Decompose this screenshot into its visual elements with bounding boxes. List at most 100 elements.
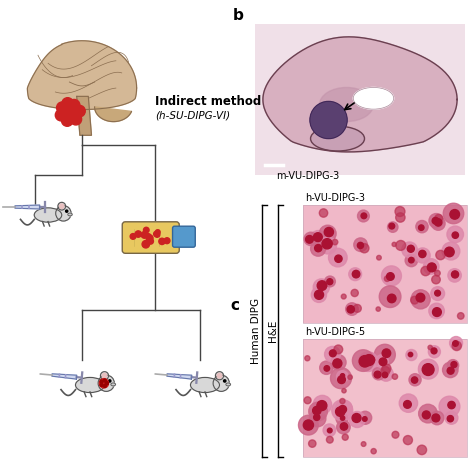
Circle shape bbox=[387, 294, 396, 303]
Circle shape bbox=[357, 242, 364, 248]
Circle shape bbox=[392, 374, 398, 379]
Circle shape bbox=[60, 204, 64, 209]
Circle shape bbox=[62, 115, 73, 126]
Circle shape bbox=[457, 313, 464, 319]
Circle shape bbox=[342, 389, 346, 393]
Circle shape bbox=[313, 395, 332, 414]
Circle shape bbox=[433, 308, 441, 317]
Circle shape bbox=[347, 306, 355, 313]
Circle shape bbox=[405, 254, 418, 267]
Circle shape bbox=[310, 241, 326, 256]
Circle shape bbox=[100, 372, 109, 380]
Circle shape bbox=[379, 367, 393, 381]
Text: h-VU-DIPG-3: h-VU-DIPG-3 bbox=[305, 193, 365, 203]
Circle shape bbox=[319, 225, 336, 242]
Circle shape bbox=[310, 230, 326, 246]
Circle shape bbox=[340, 423, 347, 430]
Circle shape bbox=[313, 406, 321, 415]
Circle shape bbox=[415, 248, 430, 263]
Circle shape bbox=[452, 341, 461, 351]
Circle shape bbox=[352, 350, 374, 371]
Circle shape bbox=[154, 231, 159, 237]
Circle shape bbox=[142, 240, 149, 248]
Circle shape bbox=[382, 372, 388, 378]
Circle shape bbox=[335, 255, 342, 263]
Circle shape bbox=[360, 244, 369, 253]
Circle shape bbox=[332, 239, 338, 245]
Circle shape bbox=[159, 238, 165, 245]
Circle shape bbox=[109, 380, 111, 382]
Circle shape bbox=[324, 365, 329, 371]
Circle shape bbox=[379, 286, 401, 308]
Circle shape bbox=[130, 234, 136, 239]
Circle shape bbox=[411, 290, 430, 309]
Circle shape bbox=[98, 375, 114, 392]
Circle shape bbox=[328, 248, 347, 267]
FancyBboxPatch shape bbox=[122, 222, 179, 253]
Circle shape bbox=[313, 279, 329, 295]
Ellipse shape bbox=[353, 87, 394, 109]
Circle shape bbox=[430, 411, 444, 425]
Circle shape bbox=[155, 230, 160, 235]
Circle shape bbox=[416, 293, 425, 302]
Circle shape bbox=[387, 273, 394, 280]
Circle shape bbox=[364, 353, 376, 365]
Circle shape bbox=[337, 410, 341, 413]
Text: Indirect method: Indirect method bbox=[155, 95, 261, 108]
Circle shape bbox=[224, 380, 226, 382]
Circle shape bbox=[340, 399, 345, 404]
Circle shape bbox=[409, 374, 421, 386]
Circle shape bbox=[305, 356, 310, 361]
Circle shape bbox=[100, 380, 103, 383]
Circle shape bbox=[148, 238, 154, 244]
Circle shape bbox=[416, 220, 428, 233]
Bar bbox=[303, 339, 467, 457]
Circle shape bbox=[342, 434, 348, 440]
FancyBboxPatch shape bbox=[173, 226, 195, 247]
Circle shape bbox=[314, 414, 320, 420]
Circle shape bbox=[432, 414, 440, 422]
Circle shape bbox=[449, 337, 463, 349]
Circle shape bbox=[452, 271, 458, 278]
Ellipse shape bbox=[75, 377, 104, 392]
Circle shape bbox=[331, 355, 346, 370]
Circle shape bbox=[361, 213, 367, 219]
Ellipse shape bbox=[68, 213, 72, 216]
Circle shape bbox=[319, 237, 337, 254]
Bar bbox=[253, 22, 467, 177]
Circle shape bbox=[56, 206, 71, 221]
Circle shape bbox=[217, 374, 222, 378]
Circle shape bbox=[452, 232, 458, 238]
Polygon shape bbox=[27, 41, 137, 109]
Ellipse shape bbox=[111, 383, 116, 386]
Circle shape bbox=[419, 404, 438, 423]
Circle shape bbox=[395, 207, 405, 217]
Circle shape bbox=[376, 307, 381, 311]
Circle shape bbox=[327, 437, 333, 443]
Polygon shape bbox=[167, 374, 192, 379]
Circle shape bbox=[146, 237, 151, 242]
Circle shape bbox=[431, 348, 437, 354]
Circle shape bbox=[141, 231, 148, 238]
Circle shape bbox=[384, 276, 390, 282]
Circle shape bbox=[102, 374, 107, 378]
Circle shape bbox=[309, 440, 316, 447]
Circle shape bbox=[399, 394, 418, 412]
Circle shape bbox=[100, 383, 103, 386]
Circle shape bbox=[103, 384, 106, 387]
Circle shape bbox=[422, 364, 434, 375]
Bar bbox=[303, 205, 467, 323]
Circle shape bbox=[448, 401, 455, 409]
Circle shape bbox=[72, 105, 84, 117]
Circle shape bbox=[382, 266, 401, 286]
Circle shape bbox=[351, 289, 358, 297]
Circle shape bbox=[429, 214, 443, 228]
Circle shape bbox=[328, 428, 332, 433]
Circle shape bbox=[419, 250, 426, 257]
Circle shape bbox=[445, 247, 454, 257]
Text: (h-SU-DIPG-VI): (h-SU-DIPG-VI) bbox=[155, 110, 230, 120]
Circle shape bbox=[375, 355, 388, 368]
Circle shape bbox=[336, 413, 348, 425]
Circle shape bbox=[346, 303, 358, 315]
Circle shape bbox=[325, 276, 336, 287]
